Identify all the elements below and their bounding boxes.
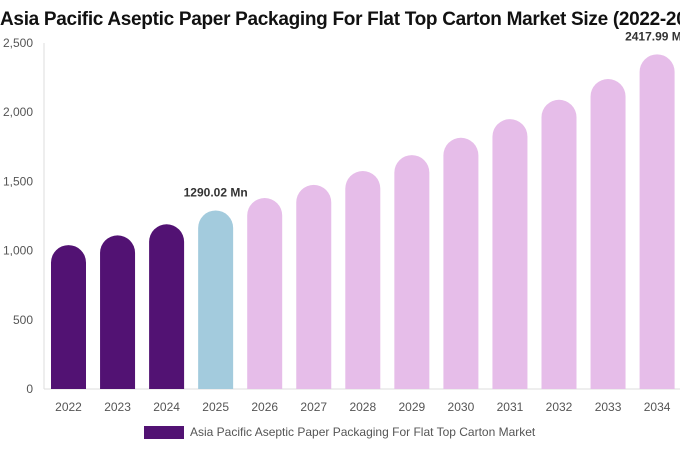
bar-2027 <box>296 184 332 389</box>
data-label: 1290.02 Mn <box>184 185 248 199</box>
x-tick-label: 2023 <box>104 400 131 414</box>
x-tick-label: 2025 <box>202 400 229 414</box>
x-tick-label: 2028 <box>349 400 376 414</box>
bar-2034 <box>639 54 675 389</box>
bar-2022 <box>51 245 86 389</box>
legend: Asia Pacific Aseptic Paper Packaging For… <box>144 425 535 439</box>
y-tick-label: 2,000 <box>3 105 33 119</box>
x-tick-label: 2027 <box>300 400 327 414</box>
x-tick-label: 2029 <box>398 400 425 414</box>
y-tick-label: 1,000 <box>3 244 33 258</box>
bar-2032 <box>541 99 577 389</box>
legend-label: Asia Pacific Aseptic Paper Packaging For… <box>190 425 536 439</box>
x-tick-label: 2031 <box>497 400 524 414</box>
bar-2031 <box>492 119 528 390</box>
chart-title: Asia Pacific Aseptic Paper Packaging For… <box>0 9 680 30</box>
bar-2030 <box>443 137 479 389</box>
bar-2026 <box>247 198 283 389</box>
x-tick-label: 2024 <box>153 400 180 414</box>
y-tick-label: 1,500 <box>3 174 33 188</box>
y-tick-label: 500 <box>13 313 33 327</box>
x-tick-label: 2026 <box>251 400 278 414</box>
bar-2024 <box>149 224 185 389</box>
x-tick-label: 2034 <box>644 400 671 414</box>
y-tick-label: 0 <box>26 382 33 396</box>
bar-2029 <box>394 155 430 389</box>
x-tick-label: 2022 <box>55 400 82 414</box>
bar-2025 <box>198 210 234 389</box>
x-tick-label: 2032 <box>546 400 573 414</box>
data-label: 2417.99 Mn <box>625 29 680 43</box>
bar-2028 <box>345 171 381 389</box>
legend-swatch <box>144 425 184 439</box>
x-tick-label: 2033 <box>595 400 622 414</box>
bar-2023 <box>100 235 136 389</box>
x-tick-label: 2030 <box>448 400 475 414</box>
y-tick-label: 2,500 <box>3 36 33 50</box>
bar-2033 <box>590 78 626 389</box>
